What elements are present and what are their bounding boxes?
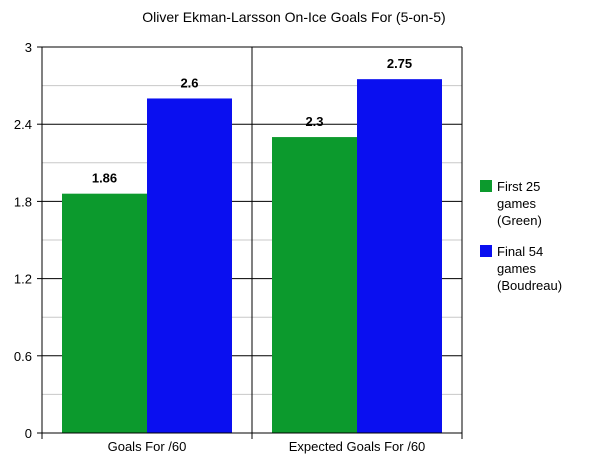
legend: First 25 games (Green) Final 54 games (Boudre…: [480, 179, 562, 293]
x-category-label: Expected Goals For /60: [289, 439, 426, 454]
legend-label: First 25: [497, 179, 540, 194]
bar-value-label: 1.86: [92, 171, 117, 186]
legend-label: games: [497, 261, 537, 276]
bar: [62, 193, 147, 433]
y-tick-label: 0: [25, 426, 32, 441]
legend-swatch: [480, 245, 492, 257]
bars: [62, 79, 442, 434]
y-tick-label: 1.8: [14, 194, 32, 209]
bar-value-label: 2.75: [387, 56, 412, 71]
legend-label: games: [497, 196, 537, 211]
bar-value-label: 2.6: [180, 75, 198, 90]
x-category-label: Goals For /60: [108, 439, 187, 454]
bar: [147, 98, 232, 433]
bar: [272, 137, 357, 434]
chart-title: Oliver Ekman-Larsson On-Ice Goals For (5…: [142, 9, 445, 25]
legend-swatch: [480, 180, 492, 192]
bar-value-label: 2.3: [305, 114, 323, 129]
legend-label: (Green): [497, 213, 542, 228]
legend-label: (Boudreau): [497, 278, 562, 293]
y-tick-label: 3: [25, 40, 32, 55]
bar: [357, 79, 442, 434]
labels: 1.86 2.6 2.3 2.75: [92, 56, 412, 186]
y-tick-label: 1.2: [14, 272, 32, 287]
axes: 0 0.6 1.2 1.8 2.4 3 Goals For /60 Expected Goal…: [14, 40, 463, 454]
legend-label: Final 54: [497, 244, 543, 259]
y-tick-label: 2.4: [14, 117, 32, 132]
y-tick-label: 0.6: [14, 349, 32, 364]
